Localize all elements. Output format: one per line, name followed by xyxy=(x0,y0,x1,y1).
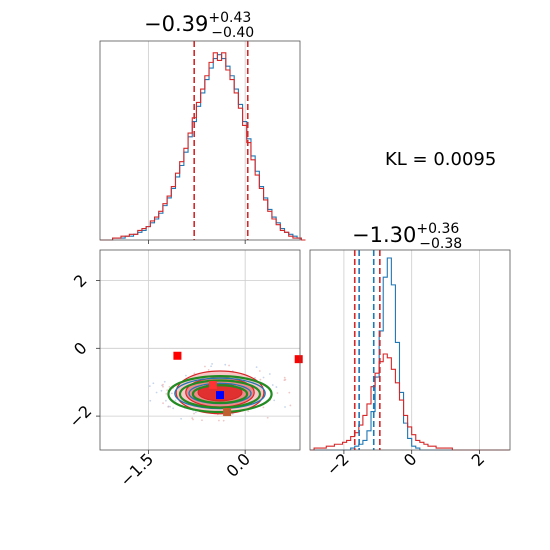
scatter-point xyxy=(211,363,213,365)
y-tick-label: 2 xyxy=(70,271,91,292)
title-upper-error: +0.36 xyxy=(416,221,459,237)
scatter-point xyxy=(207,368,210,371)
marker-square xyxy=(223,408,232,417)
scatter-point xyxy=(193,372,196,375)
green-ellipse xyxy=(191,384,249,404)
scatter-point xyxy=(167,405,170,408)
y-tick-label: −2 xyxy=(65,401,95,431)
scatter-point xyxy=(210,365,213,368)
x-tick-label: −2 xyxy=(323,449,353,479)
scatter-point xyxy=(180,417,182,420)
scatter-point xyxy=(288,391,291,394)
scatter-point xyxy=(204,365,206,368)
title-upper-error: +0.43 xyxy=(208,10,251,26)
title-lower-error: −0.38 xyxy=(419,236,462,252)
title-value: −1.30 xyxy=(352,223,416,247)
marker-square xyxy=(173,351,182,360)
scatter-point xyxy=(160,389,163,392)
scatter-point xyxy=(224,363,227,366)
scatter-point xyxy=(174,399,177,402)
green-ellipse xyxy=(178,379,262,409)
scatter-point xyxy=(170,392,173,395)
scatter-point xyxy=(194,411,197,414)
marginal-x-panel xyxy=(99,40,306,244)
marker-square xyxy=(208,380,217,389)
kl-divergence-label: KL = 0.0095 xyxy=(385,149,496,170)
title-lower-error: −0.40 xyxy=(211,25,254,41)
scatter-point xyxy=(247,410,250,413)
scatter-point xyxy=(155,391,158,394)
scatter-point xyxy=(222,419,225,422)
scatter-point xyxy=(254,376,256,379)
scatter-point xyxy=(169,405,171,408)
marker-square xyxy=(294,355,303,364)
scatter-point xyxy=(162,383,164,386)
scatter-point xyxy=(276,392,279,394)
scatter-point xyxy=(218,419,220,422)
scatter-point xyxy=(275,386,278,388)
scatter-point xyxy=(266,416,269,419)
scatter-point xyxy=(192,418,194,421)
scatter-point xyxy=(172,407,175,410)
scatter-point xyxy=(262,406,265,409)
scatter-point xyxy=(164,399,167,402)
scatter-point xyxy=(268,373,271,375)
scatter-point xyxy=(148,385,151,388)
scatter-point xyxy=(152,382,155,385)
scatter-point xyxy=(149,399,152,402)
axis-frame xyxy=(309,249,511,451)
scatter-point xyxy=(162,385,164,388)
y-tick-label: 0 xyxy=(70,338,91,359)
scatter-point xyxy=(262,376,265,379)
green-ellipse xyxy=(167,375,273,414)
scatter-point xyxy=(273,399,276,402)
scatter-point xyxy=(185,374,187,377)
scatter-point xyxy=(258,370,261,372)
histogram-series-red xyxy=(100,52,306,241)
x-tick-label: 0 xyxy=(400,449,421,470)
joint-panel: −1.5 0.0 2 0 −2 xyxy=(65,249,303,490)
scatter-point xyxy=(191,417,194,420)
x-tick-label: −1.5 xyxy=(116,449,157,490)
scatter-point xyxy=(168,385,171,388)
marker-square xyxy=(216,391,224,400)
scatter-point xyxy=(284,406,286,408)
marginal-y-panel: −2 0 2 xyxy=(309,249,511,480)
scatter-point xyxy=(228,364,230,367)
title-value: −0.39 xyxy=(144,12,208,36)
x-tick-label: 0.0 xyxy=(223,449,254,480)
marginal-y-title: −1.30+0.36 −0.38 xyxy=(352,221,462,252)
scatter-point xyxy=(283,376,286,379)
scatter-point xyxy=(165,392,168,395)
x-tick-label: 2 xyxy=(468,449,489,470)
scatter-point xyxy=(162,402,164,405)
scatter-point xyxy=(289,404,292,407)
scatter-point xyxy=(201,419,203,422)
axis-frame xyxy=(99,249,301,451)
scatter-point xyxy=(271,384,274,386)
histogram-series-blue xyxy=(100,54,306,241)
scatter-point xyxy=(259,378,262,381)
scatter-point xyxy=(193,412,195,415)
scatter-point xyxy=(284,378,287,381)
marginal-x-title: −0.39+0.43 −0.40 xyxy=(144,10,254,41)
axis-frame xyxy=(99,40,301,241)
scatter-point xyxy=(163,380,166,383)
scatter-point xyxy=(166,389,169,392)
scatter-point xyxy=(255,366,258,369)
